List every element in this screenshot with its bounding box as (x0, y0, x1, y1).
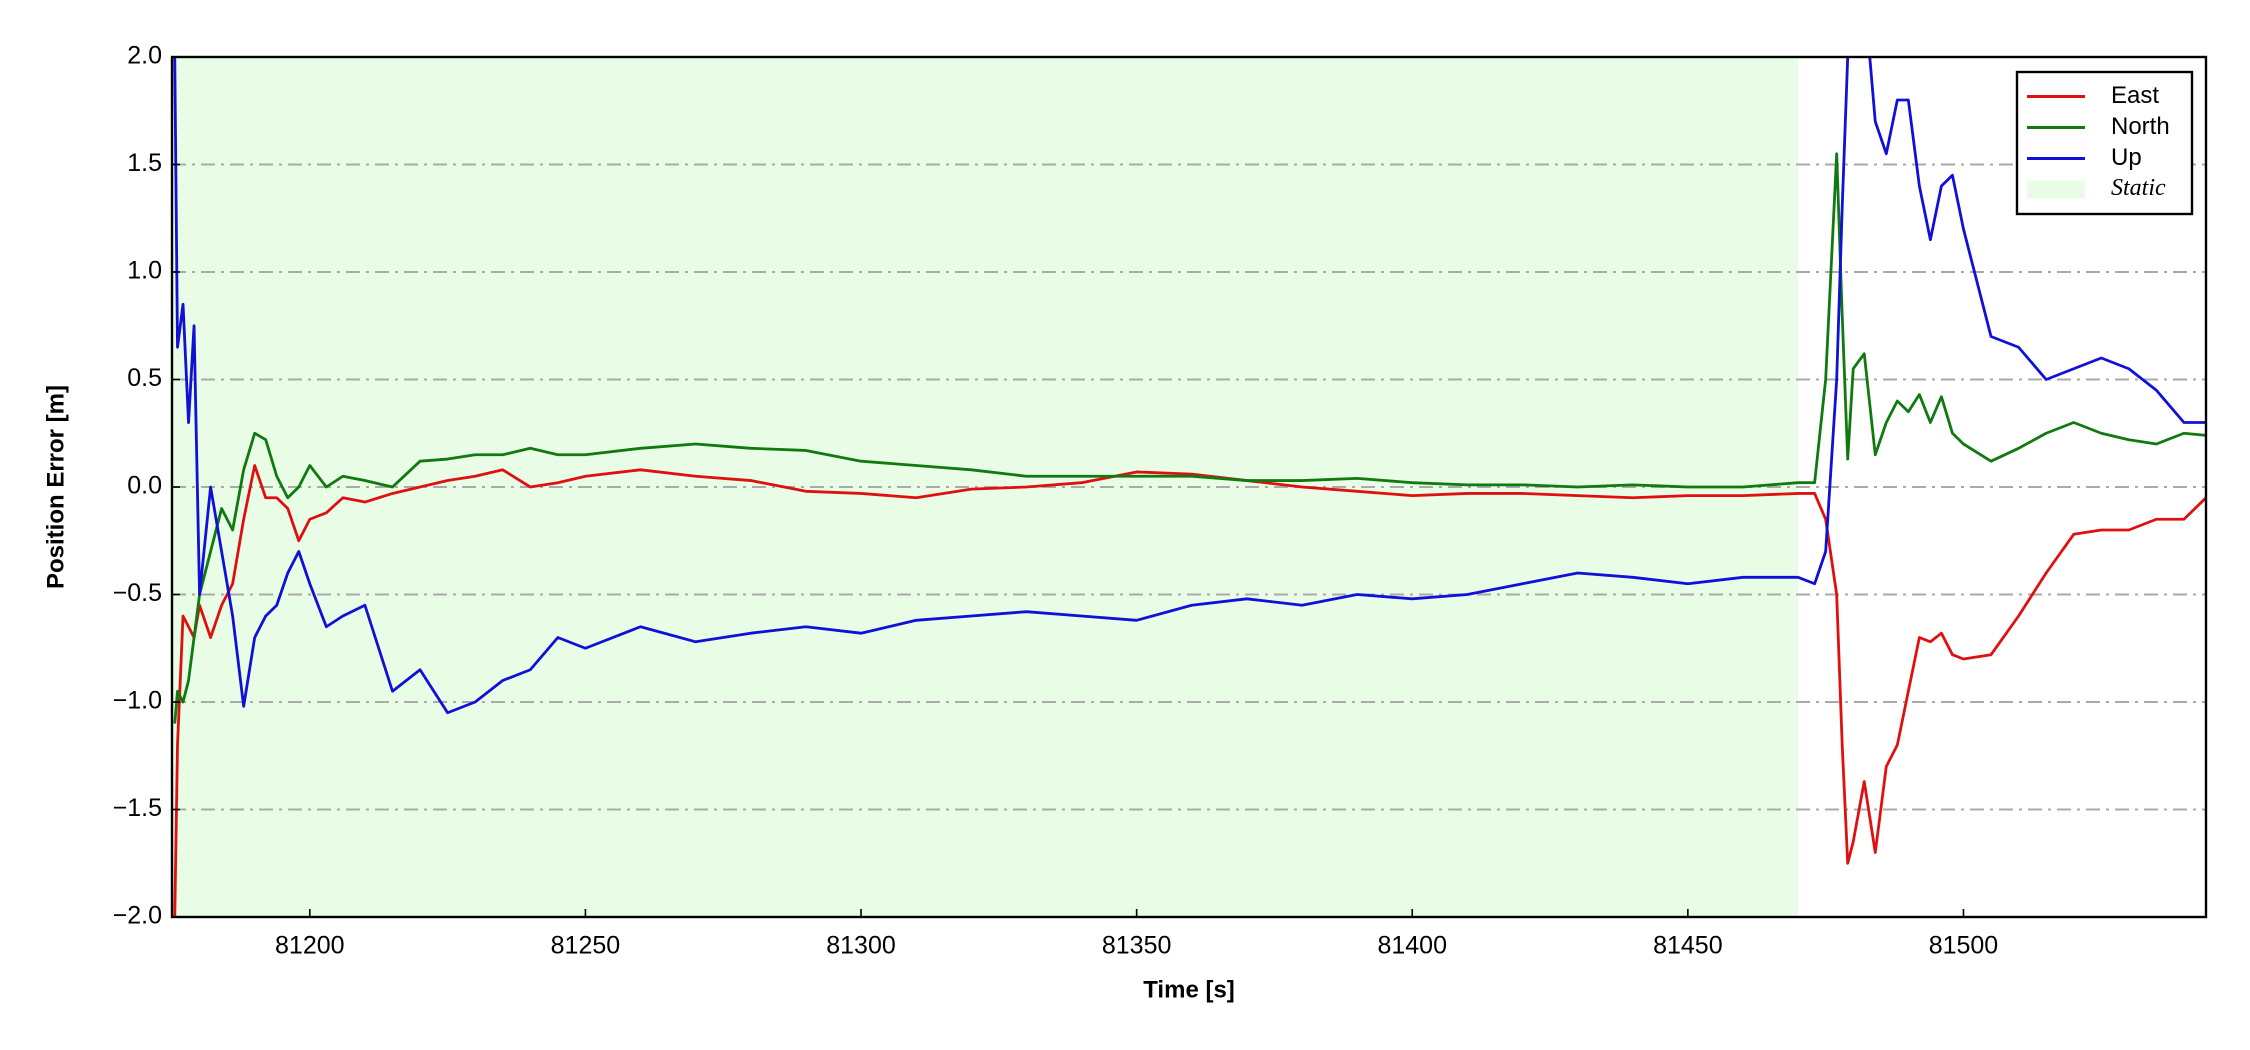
y-tick-label: 0.5 (127, 364, 162, 392)
y-tick-label: 1.0 (127, 257, 162, 285)
y-axis-label: Position Error [m] (42, 385, 69, 589)
y-tick-label: −2.0 (113, 902, 162, 930)
plot-frame (170, 55, 2208, 919)
y-tick-label: −1.5 (113, 794, 162, 822)
x-tick-label: 81300 (826, 932, 896, 960)
x-axis-label: Time [s] (1143, 976, 1235, 1003)
y-tick-label: 2.0 (127, 42, 162, 70)
legend: East North Up Static (2015, 70, 2194, 216)
legend-label: North (2111, 113, 2170, 140)
x-tick-label: 81200 (275, 932, 345, 960)
series-line (173, 57, 2206, 715)
y-tick-label: −0.5 (113, 579, 162, 607)
x-tick-label: 81400 (1377, 932, 1447, 960)
x-tick-label: 81450 (1653, 932, 1723, 960)
x-tick-label: 81250 (551, 932, 621, 960)
y-tick-label: 1.5 (127, 149, 162, 177)
x-tick-label: 81500 (1929, 932, 1999, 960)
y-tick-label: −1.0 (113, 687, 162, 715)
legend-patch (2027, 180, 2085, 199)
legend-label: East (2111, 82, 2159, 109)
series-line (173, 464, 2206, 917)
x-tick-label: 81350 (1102, 932, 1172, 960)
legend-label: Static (2111, 175, 2166, 201)
y-tick-label: 0.0 (127, 472, 162, 500)
series-line (173, 152, 2206, 724)
plot-area (172, 57, 2206, 917)
legend-label: Up (2111, 144, 2142, 171)
